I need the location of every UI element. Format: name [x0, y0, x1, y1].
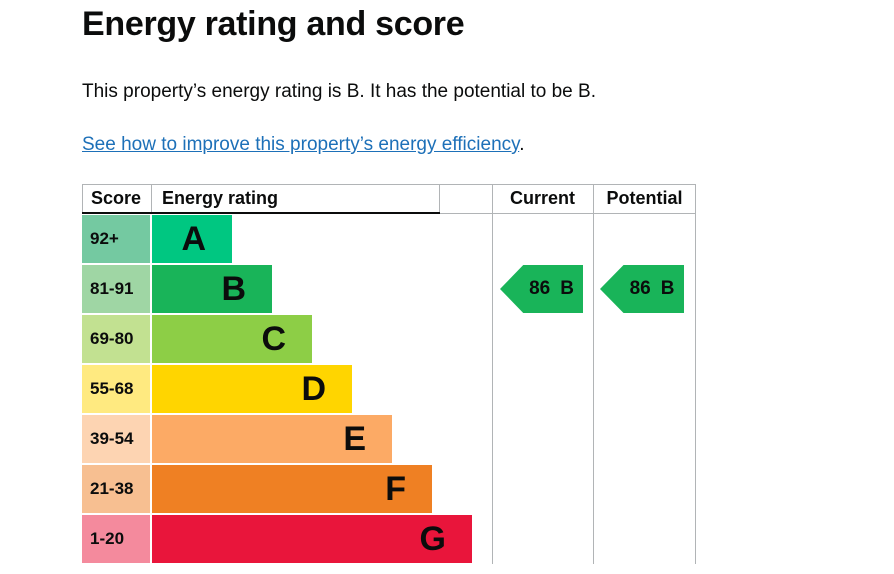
- band-score-range: 81-91: [82, 265, 150, 313]
- band-letter: E: [343, 420, 366, 458]
- band-score-range: 39-54: [82, 415, 150, 463]
- band-bar-e: E: [152, 415, 392, 463]
- band-bar-d: D: [152, 365, 352, 413]
- band-bar-c: C: [152, 315, 312, 363]
- band-letter: F: [385, 470, 406, 508]
- chart-bottom-border: [82, 184, 696, 185]
- potential-rating-band: B: [660, 278, 675, 299]
- band-row-c: 69-80 C: [82, 314, 696, 364]
- column-header-energy-rating: Energy rating: [152, 185, 440, 212]
- improve-efficiency-link-line: See how to improve this property’s energ…: [82, 134, 525, 156]
- column-header-current: Current: [509, 188, 575, 208]
- band-row-a: 92+ A: [82, 214, 696, 264]
- band-row-b: 81-91 B: [82, 264, 696, 314]
- current-rating-band: B: [560, 278, 574, 299]
- band-rows: 92+ A 81-91 B 69-80 C 55-68 D 39-54 E 21…: [82, 214, 696, 564]
- header-underline-right: [440, 213, 696, 214]
- band-score-range: 92+: [82, 215, 150, 263]
- band-row-e: 39-54 E: [82, 414, 696, 464]
- column-header-score: Score: [82, 185, 152, 212]
- potential-rating-value: 86: [629, 278, 651, 299]
- band-letter: B: [221, 270, 246, 308]
- band-score-range: 55-68: [82, 365, 150, 413]
- band-bar-g: G: [152, 515, 472, 563]
- page-title: Energy rating and score: [82, 5, 465, 43]
- band-letter: C: [261, 320, 286, 358]
- band-row-f: 21-38 F: [82, 464, 696, 514]
- rating-summary: This property’s energy rating is B. It h…: [82, 81, 596, 102]
- column-header-potential: Potential: [606, 188, 683, 208]
- band-letter: A: [181, 220, 206, 258]
- band-bar-a: A: [152, 215, 232, 263]
- band-score-range: 1-20: [82, 515, 150, 563]
- potential-rating-arrow: 86 B: [600, 265, 684, 313]
- header-underline: [82, 212, 440, 214]
- band-score-range: 69-80: [82, 315, 150, 363]
- band-bar-b: B: [152, 265, 272, 313]
- band-letter: G: [419, 520, 446, 558]
- band-bar-f: F: [152, 465, 432, 513]
- current-rating-value: 86: [529, 278, 551, 299]
- band-score-range: 21-38: [82, 465, 150, 513]
- band-letter: D: [301, 370, 326, 408]
- energy-rating-chart: Score Energy rating Current Potential 92…: [82, 184, 696, 564]
- improve-efficiency-link[interactable]: See how to improve this property’s energ…: [82, 134, 520, 155]
- band-row-d: 55-68 D: [82, 364, 696, 414]
- chart-right-border: [695, 184, 696, 564]
- potential-column-left-border: [593, 184, 594, 564]
- current-column-left-border: [492, 184, 493, 564]
- band-row-g: 1-20 G: [82, 514, 696, 564]
- link-suffix: .: [519, 134, 525, 155]
